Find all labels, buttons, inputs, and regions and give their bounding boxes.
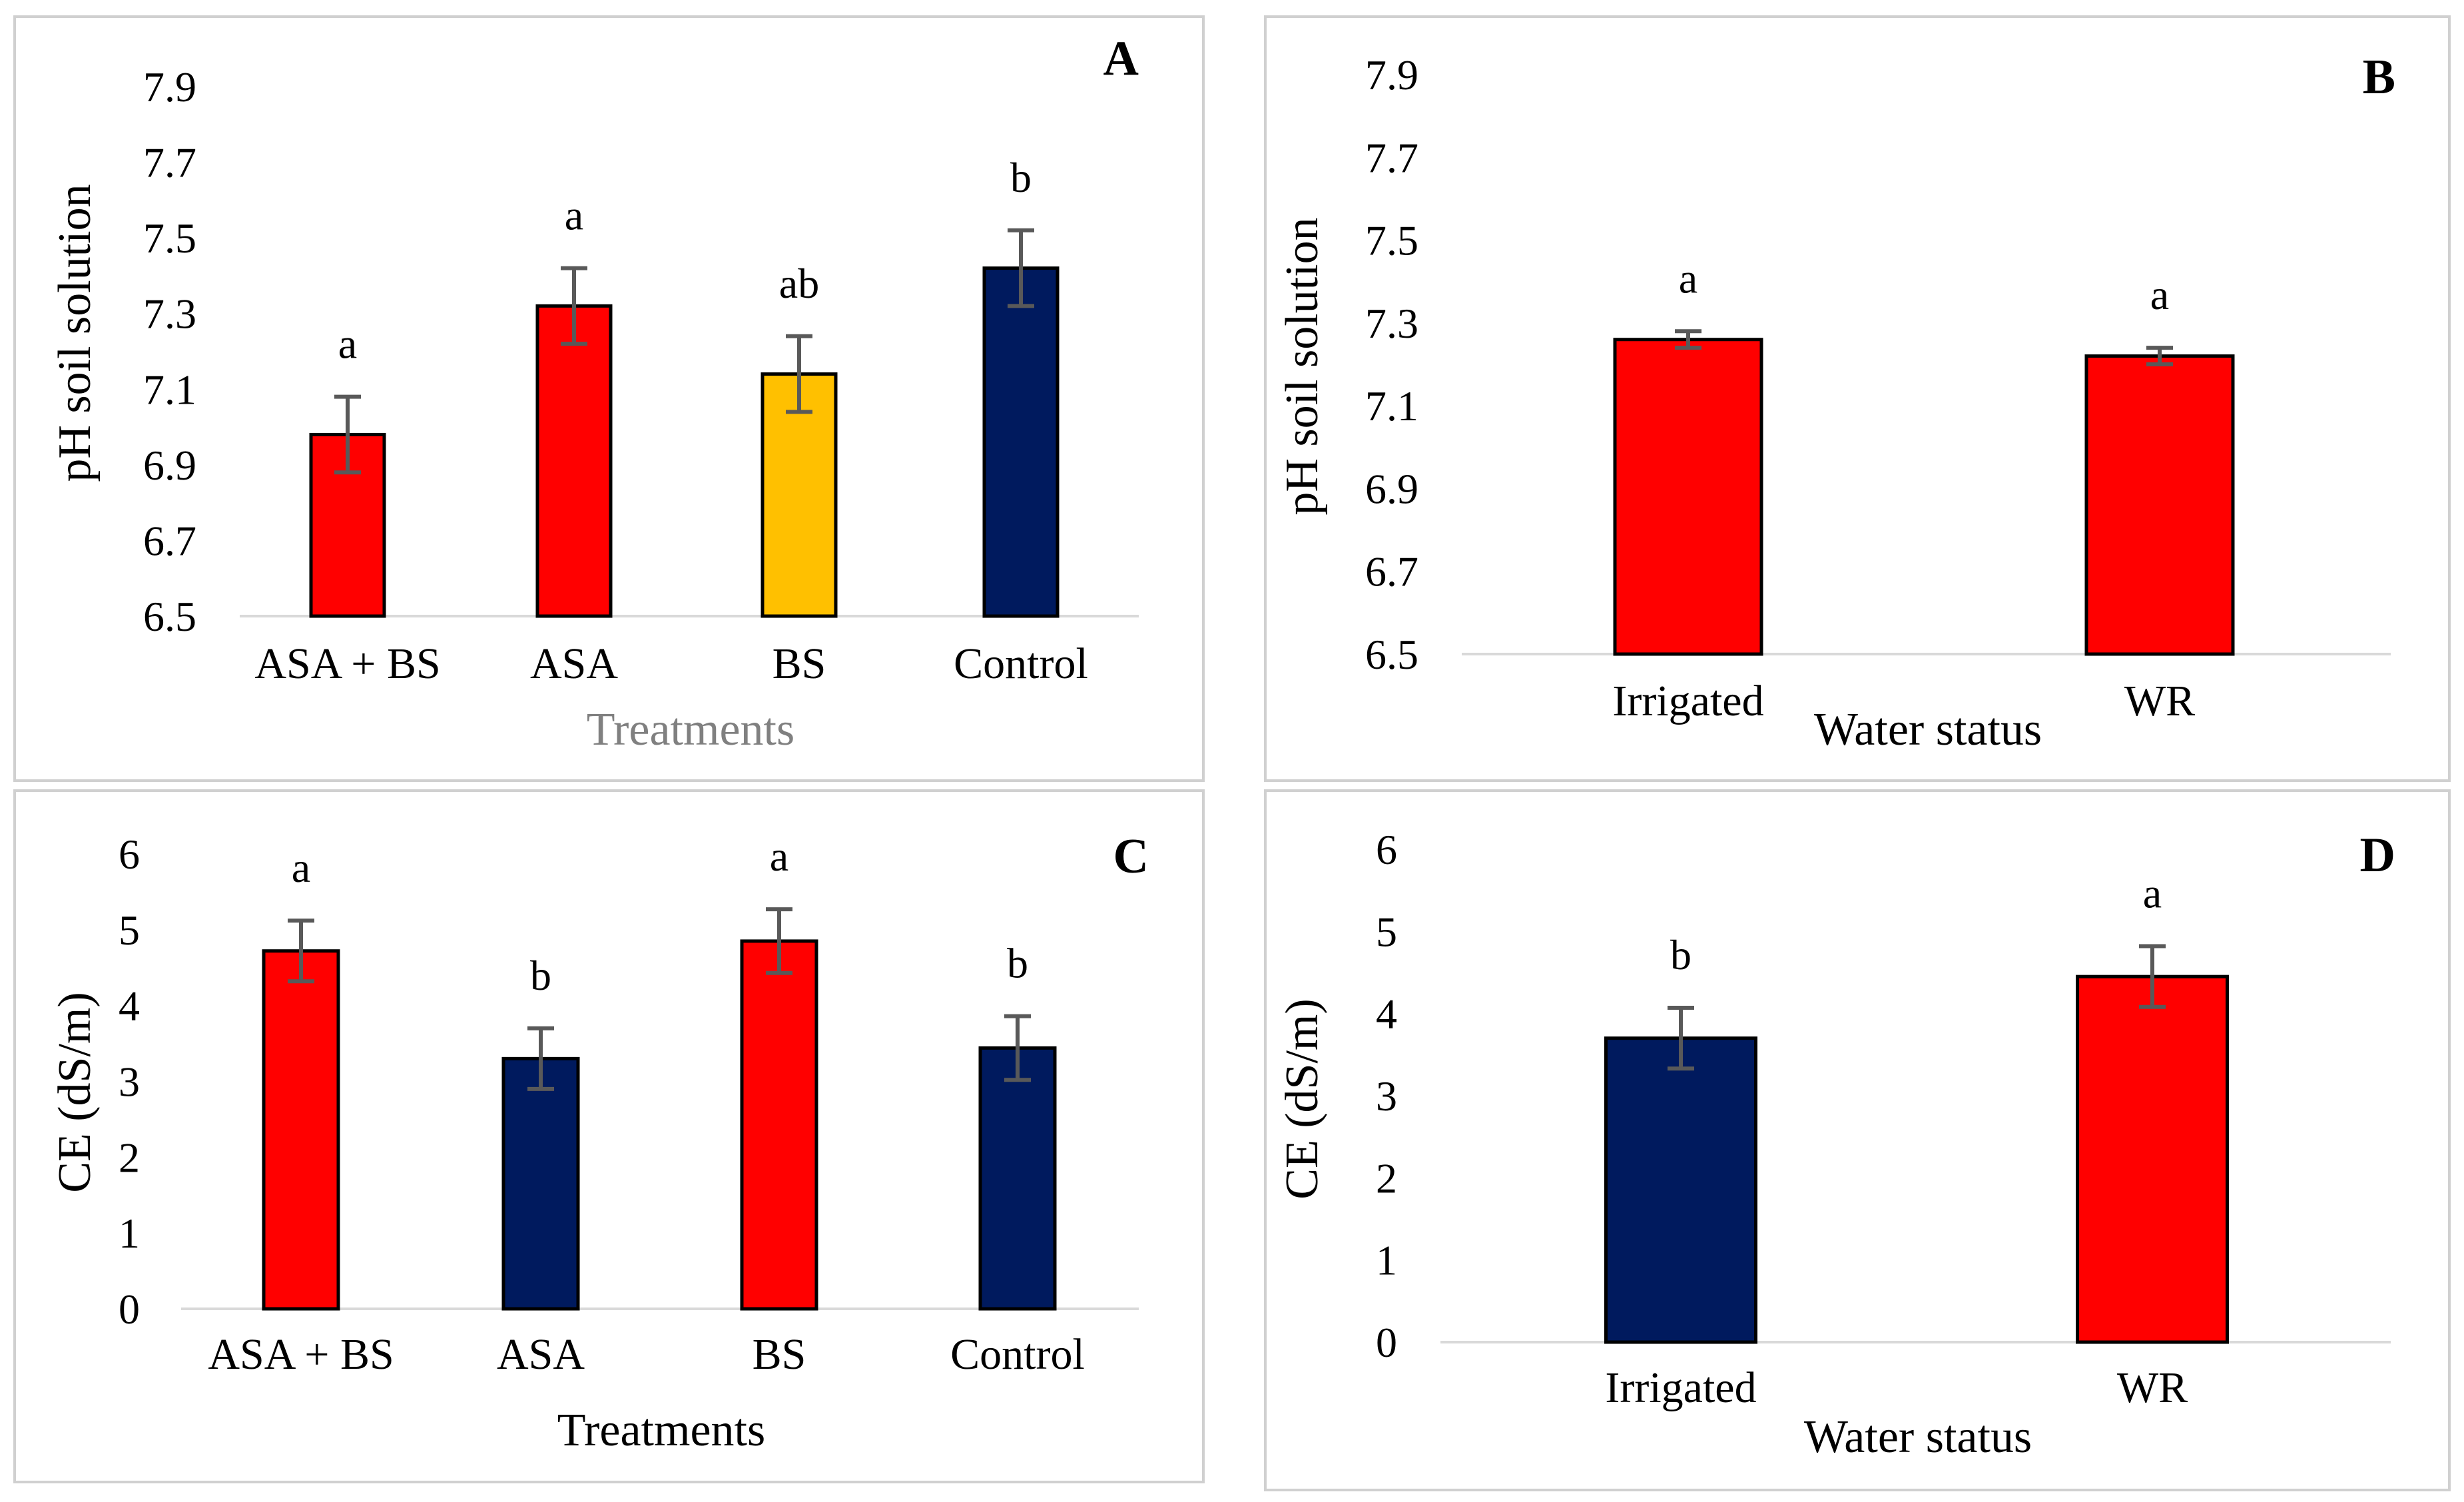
chart-panel-c: 0 1 2 3 4 5 6 a ASA + BS b ASA a BS b Control Treatment… <box>13 789 1205 1483</box>
x-tick-label: Irrigated <box>1612 677 1763 725</box>
significance-letter: b <box>1007 940 1028 987</box>
y-tick-label: 0 <box>1376 1319 1397 1366</box>
panel-border <box>1264 789 2451 1491</box>
significance-letter: a <box>770 833 788 880</box>
y-tick-label: 7.3 <box>143 290 196 338</box>
significance-letter: b <box>530 952 551 999</box>
significance-letter: a <box>565 192 583 239</box>
x-axis-title: Treatments <box>587 704 794 755</box>
y-axis-title: pH soil solution <box>49 184 101 482</box>
error-bar <box>1668 1006 1694 1071</box>
chart-panel-a: 6.5 6.7 6.9 7.1 7.3 7.5 7.7 7.9 a ASA + BS a ASA ab B… <box>13 15 1205 782</box>
bar-control <box>982 266 1060 618</box>
error-bar <box>2146 346 2173 366</box>
x-tick-label: WR <box>2117 1363 2188 1412</box>
y-tick-label: 6.7 <box>143 517 196 564</box>
y-axis-title: CE (dS/m) <box>49 992 101 1192</box>
y-axis-title: CE (dS/m) <box>1277 998 1328 1199</box>
bar-asa <box>501 1056 580 1311</box>
error-bar <box>561 266 587 346</box>
panel-label: B <box>2363 50 2395 105</box>
y-tick-label: 1 <box>1376 1237 1397 1284</box>
significance-letter: ab <box>779 260 819 307</box>
bar-asa-bs <box>262 949 340 1311</box>
y-tick-label: 7.9 <box>1365 51 1418 99</box>
panel-label: D <box>2360 828 2395 883</box>
y-tick-label: 2 <box>1376 1154 1397 1202</box>
y-tick-label: 5 <box>1376 908 1397 955</box>
y-tick-label: 0 <box>119 1286 140 1333</box>
bar-wr <box>2084 354 2235 656</box>
x-tick-label: Irrigated <box>1605 1363 1756 1412</box>
y-tick-label: 7.1 <box>143 366 196 413</box>
panel-label: A <box>1103 31 1139 86</box>
significance-letter: b <box>1010 154 1032 201</box>
significance-letter: a <box>2150 271 2169 318</box>
significance-letter: a <box>1679 254 1697 302</box>
x-tick-label: BS <box>772 639 826 688</box>
y-tick-label: 3 <box>1376 1072 1397 1120</box>
x-axis-title: Water status <box>1814 704 2042 755</box>
x-tick-label: Control <box>954 639 1088 688</box>
y-tick-label: 6 <box>119 831 140 878</box>
bar-irrigated <box>1604 1036 1757 1344</box>
bar-control <box>978 1046 1057 1311</box>
bar-bs <box>761 372 838 618</box>
y-tick-label: 6 <box>1376 826 1397 873</box>
panel-label: C <box>1113 829 1149 884</box>
bar-bs <box>740 939 818 1311</box>
y-tick-label: 4 <box>1376 990 1397 1038</box>
error-bar <box>288 919 314 984</box>
chart-panel-d: 0 1 2 3 4 5 6 b Irrigated a WR Water status CE (dS/m… <box>1264 789 2451 1491</box>
x-tick-label: ASA <box>530 639 618 688</box>
error-bar <box>2139 944 2166 1009</box>
error-bar <box>1008 228 1034 308</box>
y-tick-label: 3 <box>119 1058 140 1106</box>
error-bar <box>766 907 792 975</box>
x-tick-label: BS <box>753 1330 806 1379</box>
chart-panel-b: 6.5 6.7 6.9 7.1 7.3 7.5 7.7 7.9 a Irrigated a WR Wat… <box>1264 15 2451 782</box>
x-tick-label: WR <box>2124 677 2195 725</box>
y-tick-label: 7.5 <box>1365 217 1418 264</box>
error-bar <box>786 334 812 414</box>
y-tick-label: 7.9 <box>143 63 196 111</box>
error-bar <box>1004 1014 1031 1082</box>
y-tick-label: 7.7 <box>1365 134 1418 181</box>
y-tick-label: 1 <box>119 1210 140 1257</box>
x-axis-title: Treatments <box>557 1405 765 1456</box>
significance-letter: a <box>338 320 357 368</box>
significance-letter: b <box>1670 931 1692 978</box>
x-tick-label: ASA <box>497 1330 585 1379</box>
error-bar <box>334 394 361 475</box>
y-tick-label: 7.7 <box>143 139 196 187</box>
y-tick-label: 5 <box>119 907 140 954</box>
significance-letter: a <box>292 844 310 891</box>
panel-border <box>1264 15 2451 782</box>
y-tick-label: 7.3 <box>1365 300 1418 347</box>
y-tick-label: 7.5 <box>143 214 196 262</box>
bar-wr <box>2076 974 2229 1344</box>
y-tick-label: 2 <box>119 1134 140 1181</box>
y-tick-label: 6.5 <box>1365 631 1418 678</box>
x-axis-title: Water status <box>1804 1411 2032 1463</box>
x-tick-label: ASA + BS <box>254 639 440 688</box>
y-axis-title: pH soil solution <box>1277 217 1328 515</box>
bar-asa <box>535 304 613 618</box>
significance-letter: a <box>2143 870 2162 917</box>
y-tick-label: 6.9 <box>1365 465 1418 512</box>
y-tick-label: 7.1 <box>1365 382 1418 430</box>
error-bar <box>527 1026 554 1091</box>
x-tick-label: Control <box>950 1330 1085 1379</box>
error-bar <box>1675 329 1701 350</box>
y-tick-label: 6.9 <box>143 442 196 489</box>
bar-irrigated <box>1613 338 1763 656</box>
y-tick-label: 4 <box>119 982 140 1030</box>
y-tick-label: 6.5 <box>143 593 196 640</box>
y-tick-label: 6.7 <box>1365 548 1418 595</box>
x-tick-label: ASA + BS <box>208 1330 394 1379</box>
